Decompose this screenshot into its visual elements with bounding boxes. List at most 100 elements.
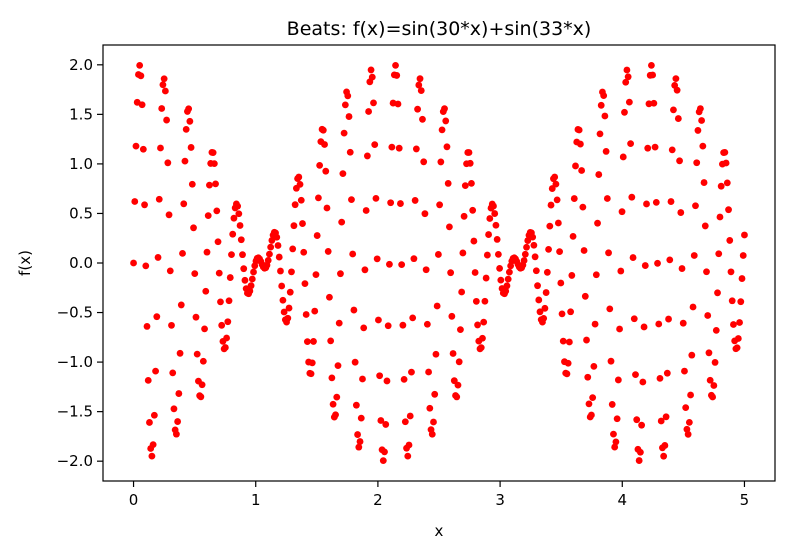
data-point (214, 238, 222, 246)
data-point (290, 222, 298, 230)
data-point (387, 199, 395, 207)
data-point (360, 324, 368, 332)
data-point (274, 242, 282, 249)
data-point (288, 268, 295, 276)
data-point (174, 418, 182, 425)
data-point (556, 248, 563, 256)
data-point (441, 105, 448, 113)
data-point (644, 144, 652, 152)
data-point (186, 117, 194, 125)
data-point (630, 315, 638, 323)
data-point (399, 321, 407, 329)
data-point (668, 146, 676, 154)
data-point (568, 272, 576, 279)
data-point (648, 61, 655, 69)
data-point (333, 393, 341, 401)
data-point (567, 308, 575, 316)
data-point (639, 378, 647, 386)
data-point (334, 362, 342, 370)
data-point (627, 140, 634, 148)
data-point (132, 142, 140, 150)
data-point (386, 260, 393, 268)
data-point (540, 314, 548, 322)
data-point (150, 411, 158, 419)
data-point (213, 207, 221, 215)
data-point (322, 167, 330, 175)
data-point (706, 376, 714, 384)
data-point (471, 269, 479, 276)
data-point (536, 308, 544, 316)
data-point (392, 61, 399, 69)
data-point (349, 250, 357, 258)
data-point (619, 153, 627, 161)
data-point (591, 320, 599, 328)
data-point (689, 303, 697, 311)
data-point (606, 305, 614, 313)
data-point (496, 264, 504, 272)
data-point (597, 101, 605, 109)
data-point (303, 338, 311, 346)
data-point (479, 334, 486, 342)
data-point (400, 375, 408, 383)
data-point (685, 418, 693, 426)
data-point (558, 310, 566, 318)
data-point (730, 321, 737, 328)
data-point (660, 452, 668, 460)
data-point (202, 287, 210, 295)
data-point (559, 337, 567, 345)
data-point (377, 417, 385, 424)
data-point (693, 159, 701, 167)
data-point (605, 249, 612, 257)
data-point (679, 319, 687, 327)
data-point (572, 162, 579, 170)
data-point (131, 198, 139, 205)
data-points (130, 61, 748, 464)
data-point (715, 250, 723, 258)
data-point (415, 81, 423, 89)
data-point (425, 368, 432, 376)
data-point (182, 125, 190, 133)
data-point (168, 321, 175, 329)
data-point (474, 321, 481, 329)
data-point (348, 196, 355, 203)
data-point (209, 149, 217, 157)
data-point (188, 180, 196, 188)
data-point (453, 393, 461, 401)
data-point (461, 182, 469, 190)
data-point (437, 158, 445, 166)
data-point (712, 326, 720, 334)
data-point (388, 143, 396, 151)
data-point (248, 275, 256, 283)
data-point (465, 149, 473, 156)
data-point (563, 370, 571, 378)
data-point (301, 280, 309, 288)
data-point (491, 210, 499, 217)
data-point (341, 101, 349, 109)
y-axis-label: f(x) (16, 250, 34, 276)
data-point (736, 319, 743, 326)
data-point (177, 301, 185, 309)
data-point (241, 276, 249, 284)
data-point (450, 377, 458, 385)
data-point (650, 99, 658, 107)
data-point (458, 288, 466, 296)
data-point (370, 99, 377, 107)
data-point (278, 282, 286, 290)
data-point (477, 344, 485, 352)
data-point (504, 275, 512, 283)
data-point (212, 180, 219, 188)
data-point (692, 202, 699, 210)
data-point (551, 173, 559, 181)
data-point (166, 267, 174, 275)
data-point (289, 245, 297, 253)
data-point (612, 438, 620, 446)
data-point (239, 251, 246, 259)
data-point (161, 87, 169, 95)
data-point (570, 195, 578, 202)
data-point (654, 259, 661, 267)
data-point (428, 430, 436, 438)
data-point (705, 349, 713, 357)
data-point (422, 266, 430, 274)
data-point (710, 382, 718, 389)
data-point (295, 173, 303, 181)
